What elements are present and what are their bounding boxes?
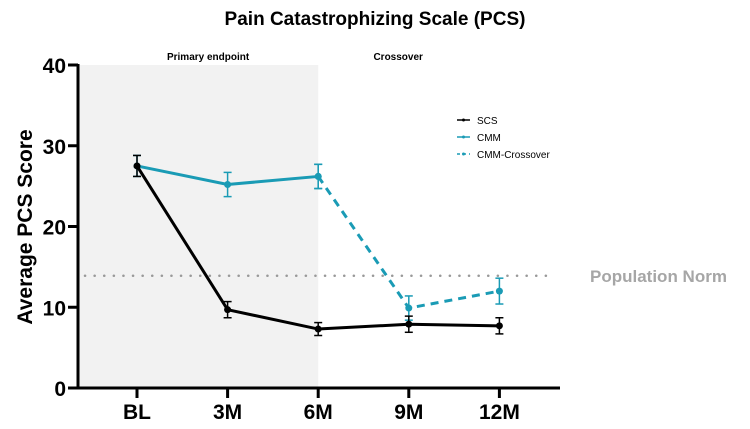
region-label-primary: Primary endpoint	[167, 52, 250, 63]
legend-marker	[462, 118, 465, 122]
x-tick-label: 9M	[394, 401, 423, 424]
data-point-cmm-crossover	[405, 304, 413, 312]
data-point-scs	[314, 325, 322, 333]
x-tick-label: BL	[123, 401, 151, 424]
data-point-scs	[133, 162, 141, 170]
x-tick-label: 6M	[304, 401, 333, 424]
y-tick-label: 10	[43, 297, 66, 320]
data-point-scs	[405, 320, 413, 328]
legend-marker	[462, 135, 465, 139]
x-tick-label: 3M	[213, 401, 242, 424]
primary-endpoint-region	[78, 65, 319, 388]
y-axis-label: Average PCS Score	[14, 129, 37, 324]
population-norm-label: Population Norm	[590, 267, 727, 286]
data-point-scs	[495, 322, 503, 330]
y-tick-label: 40	[43, 55, 66, 78]
series-line-cmm-crossover	[316, 175, 500, 310]
region-label-crossover: Crossover	[373, 52, 423, 63]
legend: SCS CMM CMM-Crossover	[457, 116, 550, 161]
x-tick-label: 12M	[479, 401, 520, 424]
data-point-cmm-crossover	[314, 172, 322, 180]
legend-label: CMM-Crossover	[477, 150, 550, 161]
y-tick-label: 0	[54, 378, 66, 401]
chart-title: Pain Catastrophizing Scale (PCS)	[225, 9, 526, 30]
data-point-scs	[224, 306, 232, 314]
data-point-cmm	[224, 181, 232, 189]
data-point-cmm-crossover	[495, 287, 503, 295]
y-tick-label: 20	[43, 217, 66, 240]
legend-label: SCS	[477, 116, 498, 127]
y-tick-label: 30	[43, 136, 66, 159]
legend-marker	[462, 152, 465, 156]
legend-label: CMM	[477, 133, 501, 144]
